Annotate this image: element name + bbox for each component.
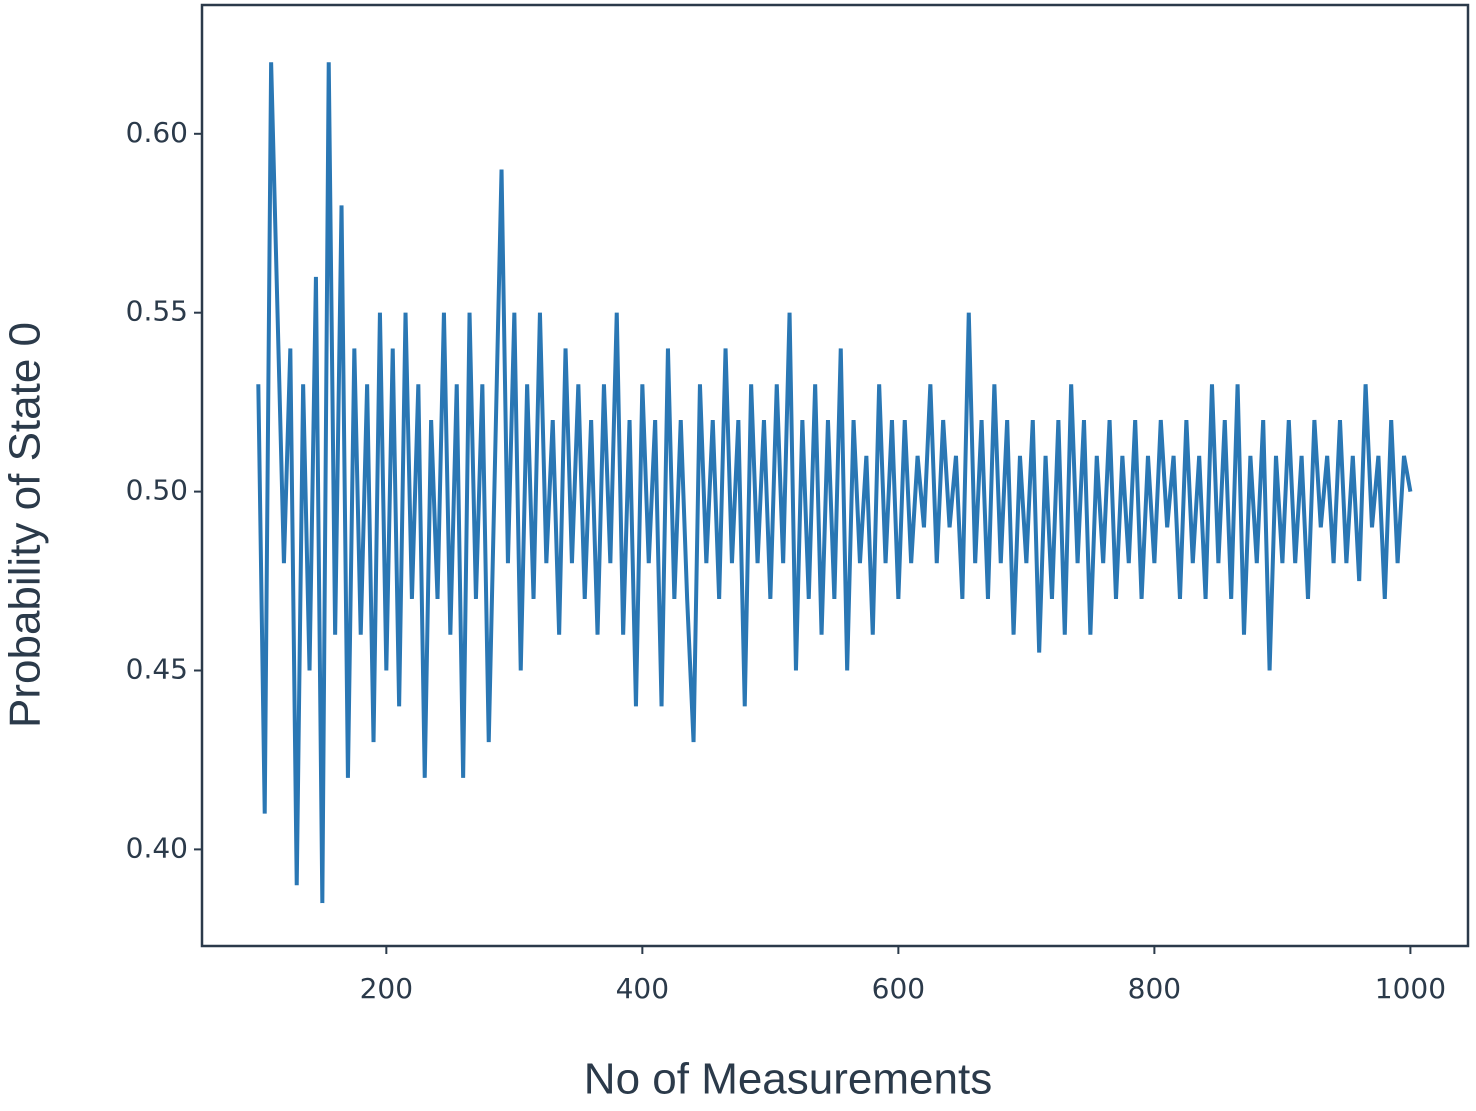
y-tick-label: 0.40 bbox=[126, 831, 188, 864]
x-tick-label: 200 bbox=[360, 972, 413, 1005]
x-tick-label: 600 bbox=[872, 972, 925, 1005]
x-axis-title: No of Measurements bbox=[584, 1055, 992, 1104]
x-tick-label: 1000 bbox=[1375, 972, 1446, 1005]
data-line bbox=[256, 62, 1413, 904]
y-axis-title: Probability of State 0 bbox=[1, 322, 50, 728]
y-tick-label: 0.55 bbox=[126, 295, 188, 328]
plot-frame bbox=[200, 3, 1470, 948]
y-tick-label: 0.45 bbox=[126, 652, 188, 685]
y-tick-label: 0.50 bbox=[126, 474, 188, 507]
x-tick-label: 400 bbox=[616, 972, 669, 1005]
x-tick-label: 800 bbox=[1128, 972, 1181, 1005]
y-tick-label: 0.60 bbox=[126, 116, 188, 149]
